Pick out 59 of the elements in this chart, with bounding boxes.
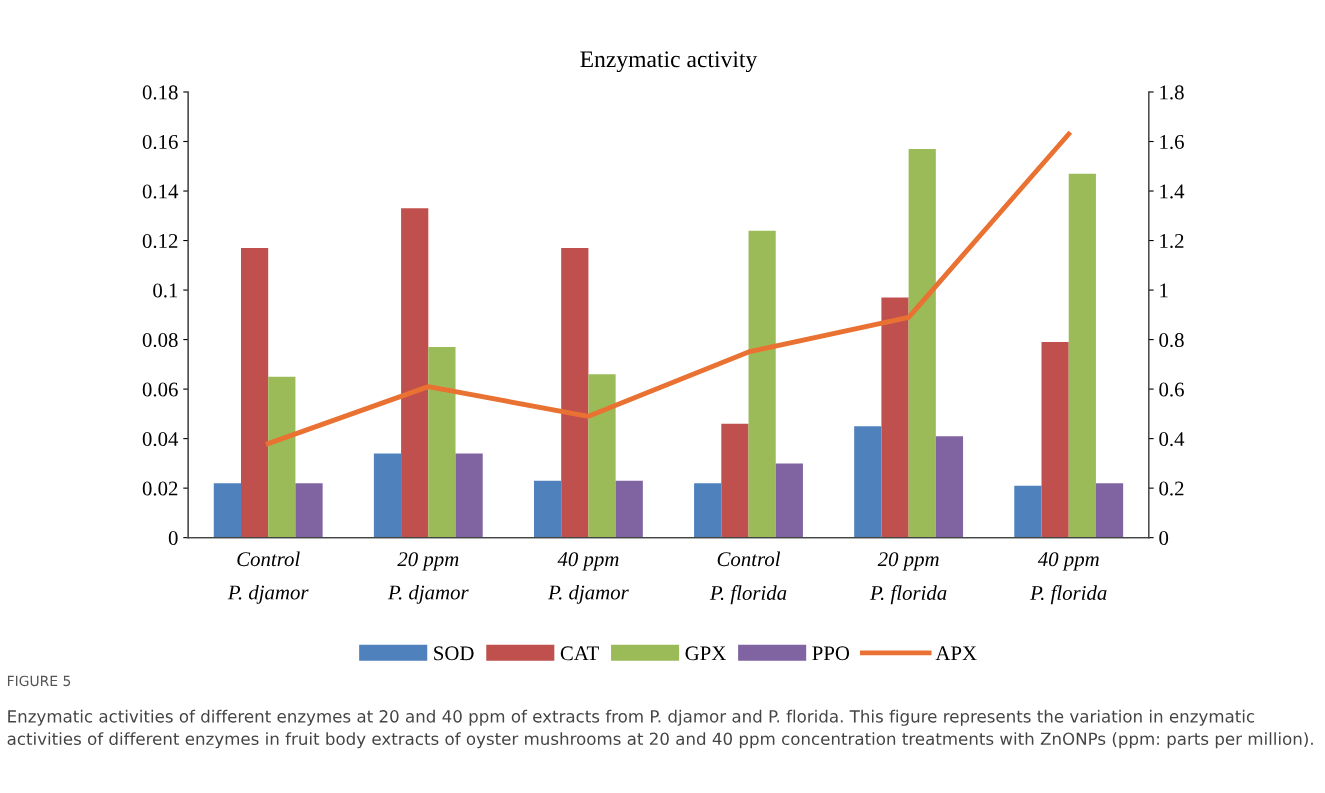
y-tick-label: 0.04	[142, 431, 179, 447]
y2-tick-label: 1.4	[1160, 184, 1185, 199]
y2-tick-label: 0.2	[1159, 481, 1184, 496]
bar	[1041, 342, 1069, 538]
x-tick-label: 40 ppm P. djamor	[547, 552, 629, 604]
x-tick-label: 20 ppm P. djamor	[387, 552, 469, 604]
bar	[615, 480, 643, 538]
bar	[1014, 485, 1042, 538]
bar	[748, 230, 776, 538]
y-tick-label: 0.1	[153, 283, 178, 298]
text: Enzymatic activities of different enzymes at 20 and 40 ppm of extracts from P. djamor and P. florida. This figure represents the variation in enzymatic activities of different enzymes in fruit body extracts of oyster mushrooms at 20 and 40 ppm concentration treatments with ZnONPs (ppm: parts per million).	[7, 709, 1313, 749]
bar	[775, 463, 803, 538]
bar	[561, 247, 589, 538]
y2-tick-label: 1	[1160, 283, 1168, 298]
y-tick-label: 0.14	[142, 184, 179, 199]
x-tick-label: 40 ppm P. florida	[1030, 552, 1107, 605]
bar	[240, 247, 269, 538]
bar	[1095, 483, 1124, 538]
y2-tick-label: 0.8	[1159, 332, 1184, 348]
chart-title: Enzymatic activity	[580, 51, 758, 73]
bar	[588, 374, 616, 538]
bar	[373, 453, 402, 538]
legend-label: SOD	[434, 646, 474, 661]
bar	[533, 480, 562, 538]
bar	[455, 453, 483, 538]
bar	[1068, 173, 1096, 538]
y2-tick-label: 0.4	[1159, 431, 1185, 447]
bar	[295, 483, 323, 538]
y-tick-label: 0	[168, 531, 178, 546]
bar	[908, 148, 936, 538]
y-tick-label: 0.02	[142, 481, 178, 496]
y2-tick-label: 1.8	[1160, 85, 1184, 100]
bar	[213, 483, 241, 538]
bar	[268, 376, 296, 538]
line-series	[265, 131, 1072, 446]
y-tick-label: 0.16	[142, 134, 178, 150]
legend-label: APX	[935, 646, 977, 661]
bar	[401, 208, 429, 538]
bar	[881, 297, 909, 538]
bar	[935, 436, 964, 538]
legend-label: PPO	[812, 646, 850, 661]
y-tick-label: 0.18	[142, 85, 178, 100]
y-tick-label: 0.12	[142, 233, 178, 249]
y-tick-label: 0.06	[142, 382, 178, 397]
x-tick-label: 20 ppm P. florida	[869, 552, 947, 605]
y2-tick-label: 0.6	[1159, 382, 1184, 397]
caption: FIGURE 5	[7, 675, 71, 687]
y-tick-label: 0.08	[142, 332, 178, 348]
x-tick-label: Control P. djamor	[227, 551, 309, 604]
bar	[854, 426, 882, 538]
bar	[721, 423, 749, 538]
y2-tick-label: 1.6	[1160, 134, 1184, 150]
y2-tick-label: 1.2	[1160, 233, 1184, 249]
y2-tick-label: 0	[1159, 531, 1169, 546]
bar	[694, 483, 722, 538]
legend-label: GPX	[685, 646, 726, 661]
legend-label: CAT	[560, 646, 599, 661]
x-tick-label: Control P. florida	[709, 551, 787, 605]
bar	[428, 347, 456, 538]
